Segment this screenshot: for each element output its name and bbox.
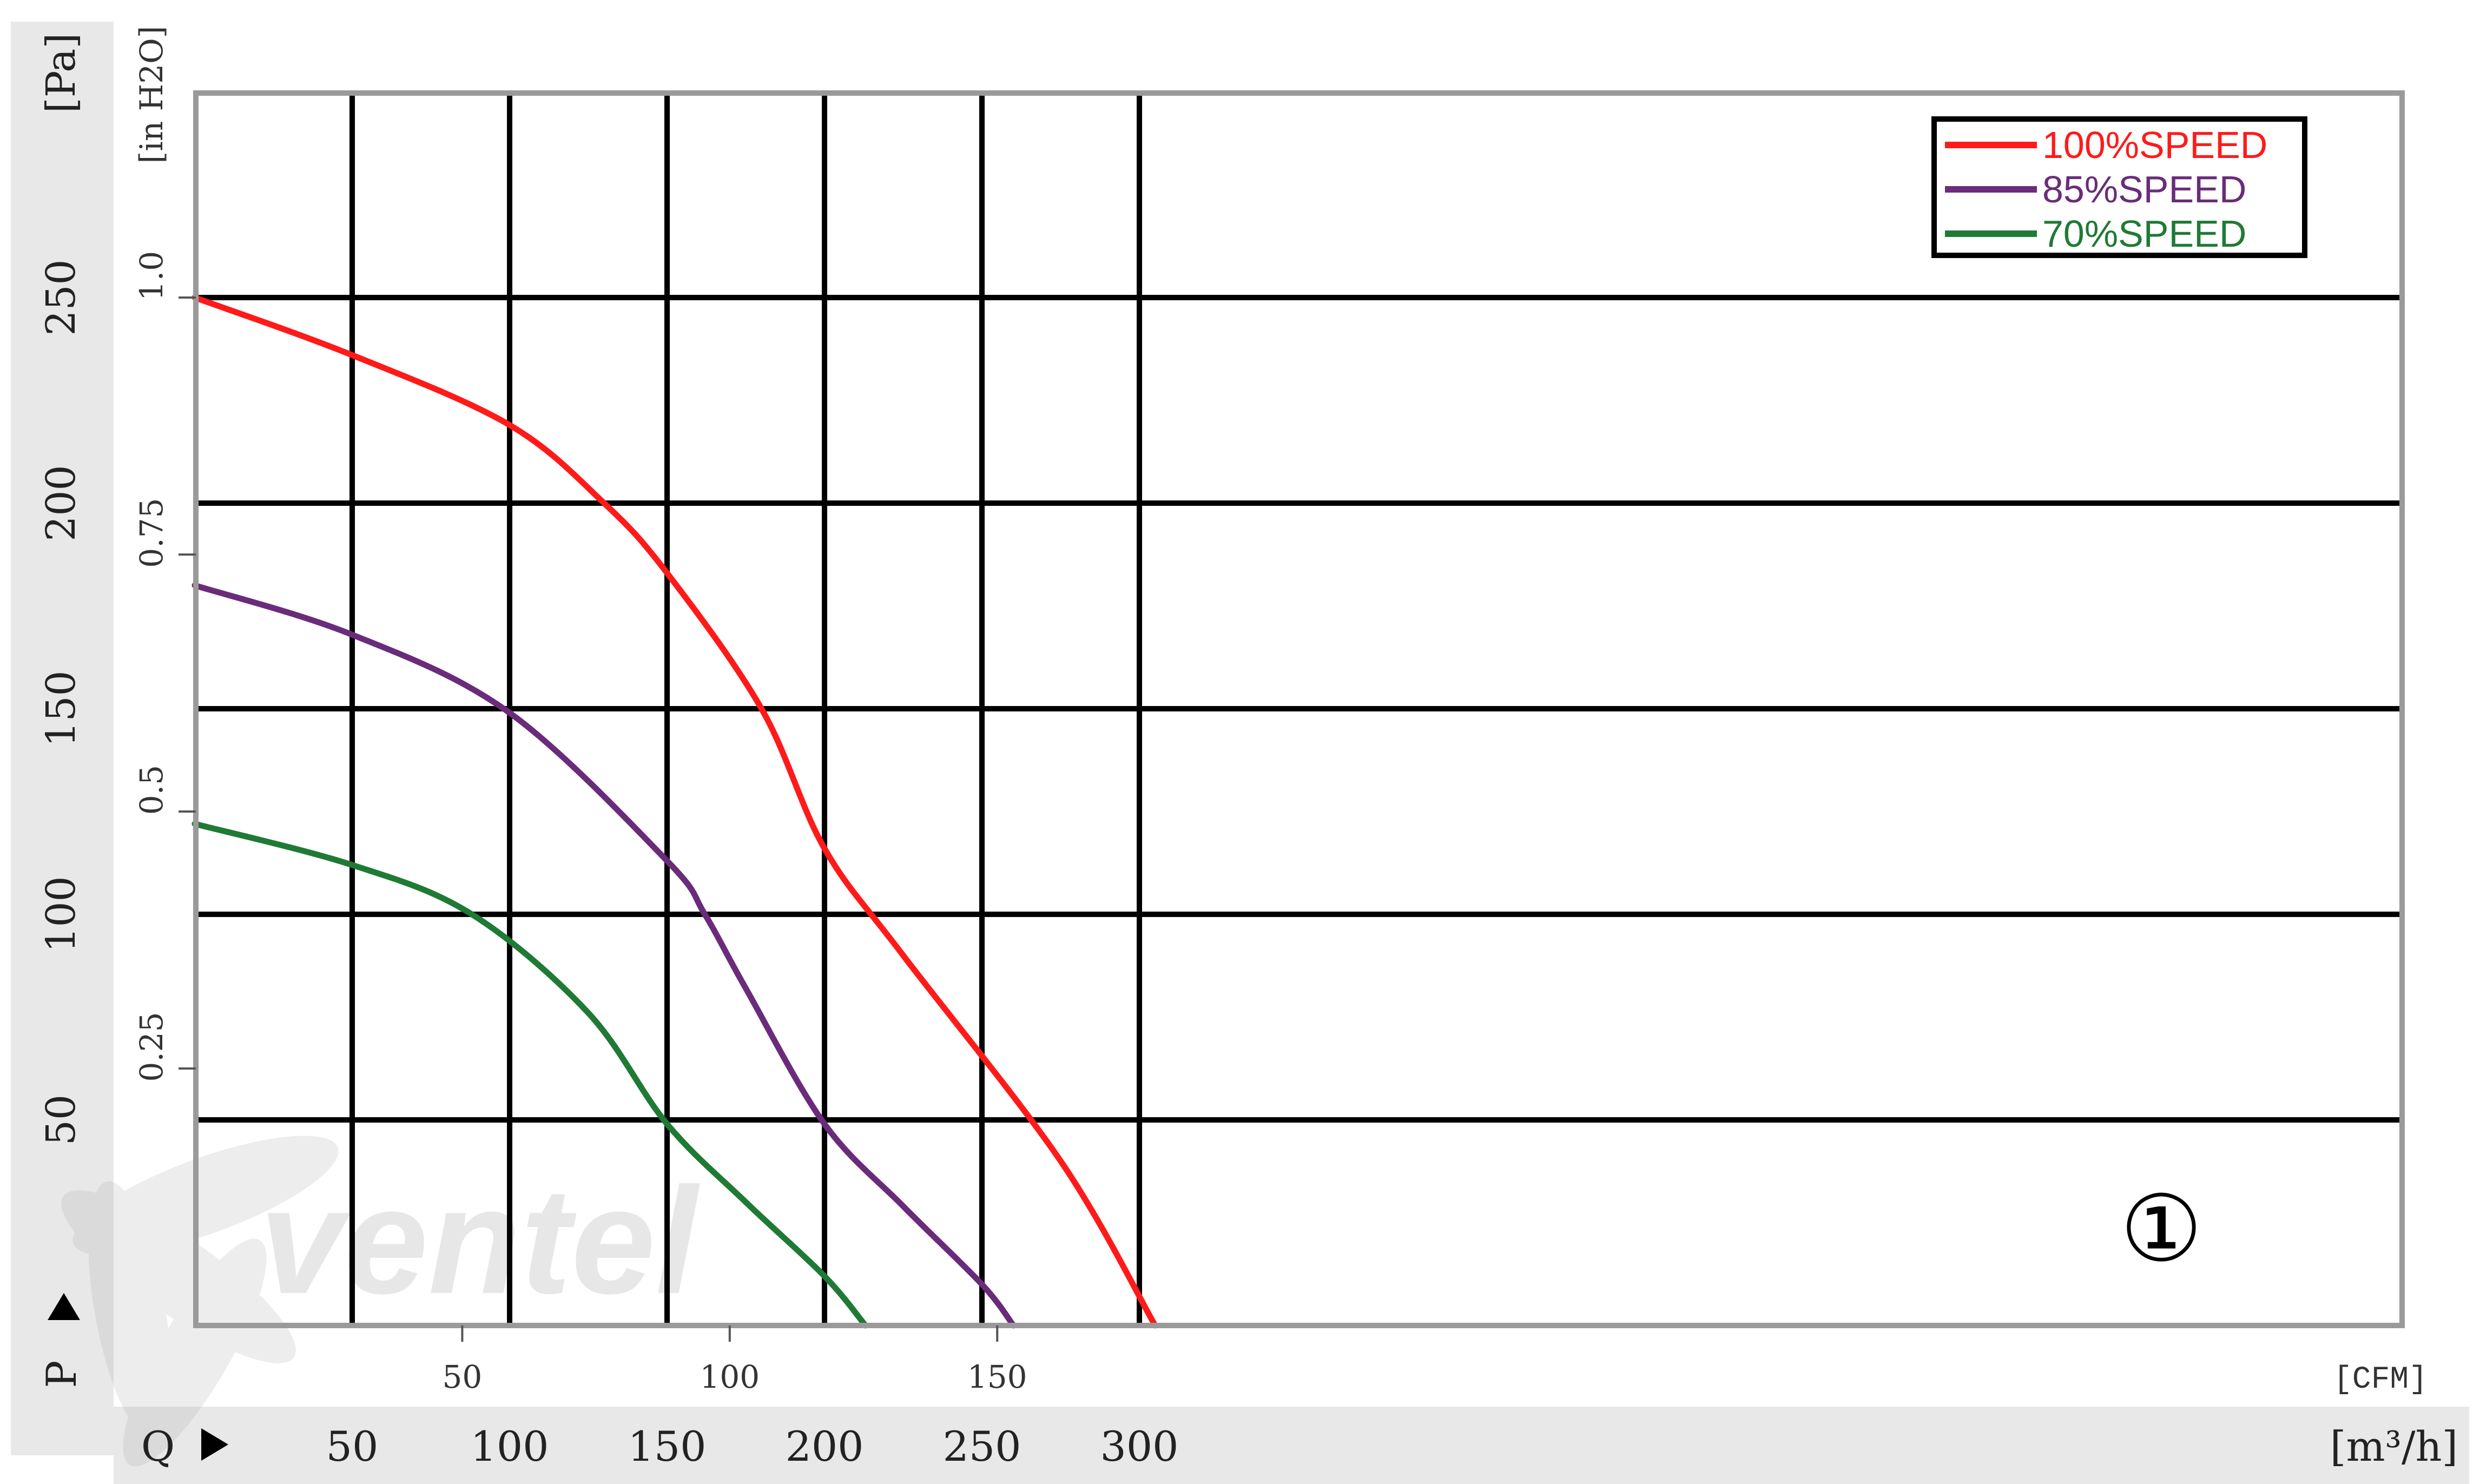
series-line-100-pct-speed [192, 294, 1158, 1329]
y-arrow-icon [48, 1293, 80, 1320]
y-tick-label: 250 [38, 259, 84, 335]
chart-grid [195, 93, 2402, 1325]
x-secondary-tick-label: 150 [967, 1358, 1027, 1395]
ventel-watermark: ventel [61, 1136, 701, 1467]
x-secondary-tick-label: 50 [443, 1358, 483, 1395]
x-tick-label: 300 [1100, 1422, 1178, 1470]
y-secondary-tick-label: 0.75 [133, 498, 170, 568]
y-unit-label: [Pa] [38, 33, 84, 113]
y-secondary-tick-label: 0.25 [133, 1012, 170, 1081]
x-tick-label: 200 [785, 1422, 863, 1470]
y-axis: 50 100 150 200 250 [Pa] P 0.25 0.5 0.75 1.0 [in H2O… [37, 26, 196, 1388]
x-secondary-unit-label: [CFM] [2333, 1362, 2428, 1397]
y-secondary-unit-label: [in H2O] [133, 26, 170, 164]
y-axis-label: P [37, 1360, 85, 1388]
x-unit-label: [m³/h] [2330, 1422, 2458, 1470]
series-line-70-pct-speed [192, 821, 869, 1329]
x-tick-label: 100 [470, 1422, 549, 1470]
x-arrow-icon [201, 1428, 228, 1461]
legend-label: 70%SPEED [2042, 213, 2246, 255]
y-tick-label: 150 [38, 670, 84, 747]
x-tick-label: 150 [628, 1422, 706, 1470]
plot-frame [193, 90, 2405, 1328]
x-secondary-tick-label: 100 [700, 1358, 760, 1395]
y-secondary-tick-label: 1.0 [133, 251, 170, 301]
fan-blades-icon [61, 1136, 339, 1467]
left-axis-band [11, 22, 114, 1455]
series-layer [192, 294, 1158, 1329]
x-axis-label: Q [141, 1422, 175, 1470]
legend-label: 85%SPEED [2042, 168, 2246, 210]
y-tick-label: 200 [38, 465, 84, 541]
y-tick-label: 100 [38, 876, 84, 952]
x-axis: 50 100 150 200 250 300 [m³/h] Q 50 100 150 [CFM] [141, 1325, 2458, 1470]
x-tick-label: 250 [942, 1422, 1021, 1470]
legend-label: 100%SPEED [2042, 124, 2267, 166]
y-secondary-tick-label: 0.5 [133, 765, 170, 815]
series-line-85-pct-speed [192, 582, 1017, 1329]
bottom-axis-band [114, 1407, 2469, 1484]
x-tick-label: 50 [326, 1422, 379, 1470]
curve-number-marker: ① [2120, 1176, 2202, 1283]
watermark-text: ventel [260, 1157, 701, 1325]
y-tick-label: 50 [38, 1094, 84, 1145]
